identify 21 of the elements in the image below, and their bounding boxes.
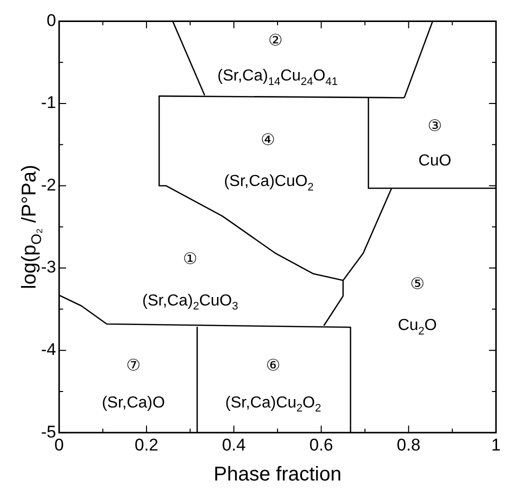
annotation: ⑤: [410, 276, 425, 293]
y-tick-label: -5: [40, 422, 56, 442]
y-tick-label: 0: [46, 10, 56, 30]
x-tick-label: 0.2: [134, 435, 158, 454]
y-tick-label: -3: [40, 258, 56, 277]
y-tick-label: -2: [40, 175, 56, 194]
annotation: CuO: [418, 152, 452, 170]
annotation: ①: [183, 251, 198, 268]
annotation: ③: [428, 118, 442, 135]
x-tick-label: 0.8: [396, 435, 420, 454]
y-tick-label: -4: [40, 340, 56, 360]
annotation: (Sr,Ca)O: [102, 394, 165, 412]
x-tick-label: 0.6: [309, 435, 334, 454]
annotation: ②: [268, 32, 283, 50]
annotation: ④: [260, 132, 276, 149]
y-tick-label: -1: [40, 93, 56, 112]
x-tick-label: 0.4: [222, 435, 246, 454]
annotation: ⑦: [126, 357, 141, 374]
x-tick-label: 1: [491, 435, 501, 454]
x-axis-title: Phase fraction: [214, 464, 342, 486]
annotation: ⑥: [266, 357, 280, 374]
